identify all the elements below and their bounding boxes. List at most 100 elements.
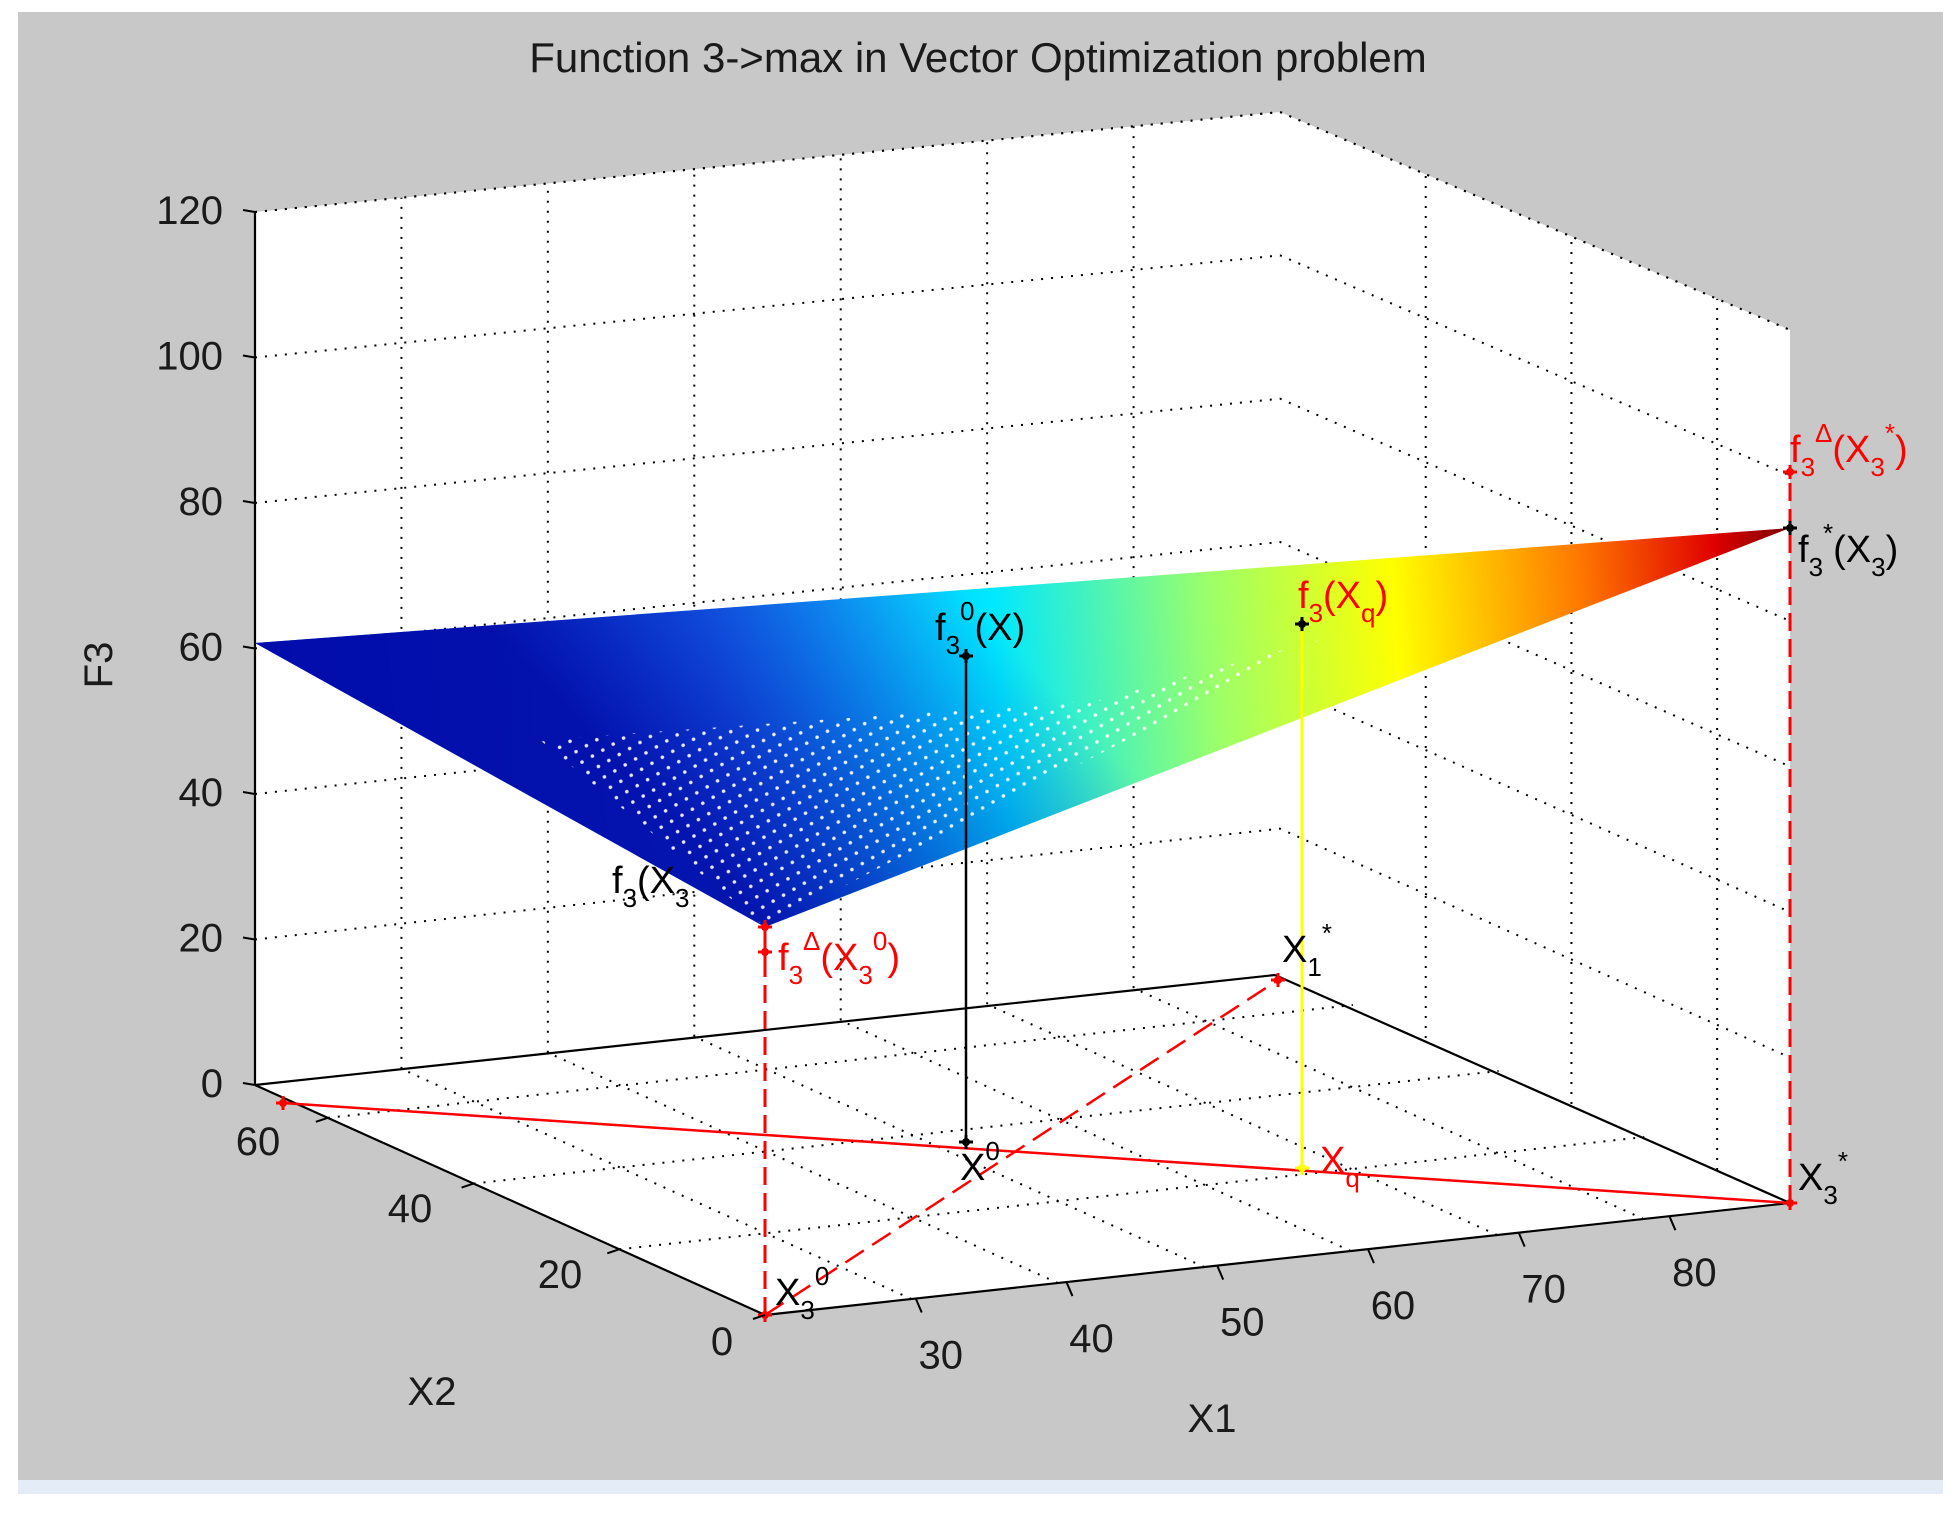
label-f3-x3star-main: f [1798, 529, 1809, 571]
label-xq: Xq [1320, 1140, 1360, 1193]
label-f3-x0-close: ) [1013, 607, 1026, 649]
label-xq-sub: q [1345, 1163, 1359, 1193]
floor-plane [255, 972, 1790, 1315]
back-wall-left [255, 112, 1280, 1085]
label-f3-x30-sub: 3 [623, 883, 637, 913]
back-floor-edge [254, 973, 1276, 1087]
label-f3-x30-rest: (X [637, 860, 675, 902]
x2-axis-label: X2 [408, 1370, 457, 1414]
label-f3-xq: f3(Xq) [1298, 575, 1388, 628]
x2-tick-label: 20 [538, 1253, 583, 1297]
z-tick-label: 0 [201, 1062, 223, 1106]
label-x0-sup: 0 [985, 1136, 999, 1166]
x2-axis-line [254, 1083, 766, 1317]
floor-gridline-x2 [473, 1070, 1499, 1185]
x1-tick-label: 50 [1220, 1301, 1265, 1345]
x1-tick-label: 70 [1521, 1268, 1566, 1312]
label-f3-xq-rest: (X [1323, 575, 1361, 617]
x1-tick-label: 30 [918, 1334, 963, 1378]
label-f3delta-x3star-sup2: * [1885, 418, 1895, 448]
label-f3-x3star-close: ) [1886, 529, 1899, 571]
x2-tick [752, 1314, 766, 1320]
label-f3delta-x30-close: ) [887, 937, 900, 979]
label-f3delta-x3star-sub2: 3 [1870, 452, 1884, 482]
x1-tick [1065, 1281, 1074, 1297]
marker-x0-dot [962, 1138, 970, 1146]
label-x3star: X3* [1798, 1146, 1848, 1210]
label-x30: X30 [775, 1261, 829, 1325]
z-tick-label: 20 [179, 917, 224, 961]
marker-xq-dot [1298, 1164, 1306, 1172]
label-x1star-sub: 1 [1307, 952, 1321, 982]
label-f3-x3star-rest: (X [1833, 529, 1871, 571]
x1-tick-label: 40 [1069, 1317, 1114, 1361]
marker-f3-x0-dot [962, 652, 970, 660]
label-xq-main: X [1320, 1140, 1345, 1182]
label-f3-x0: f30(X) [935, 596, 1025, 660]
marker-f3delta-x30-dot [761, 948, 769, 956]
annotations: f30(X)f3(Xq)f3(X3f3*(X3)f3Δ(X30)f3Δ(X3*)… [612, 418, 1908, 1325]
chart-title: Function 3->max in Vector Optimization p… [529, 34, 1427, 81]
label-f3delta-x30-sup: Δ [803, 926, 820, 956]
z-tick-label: 60 [179, 626, 224, 670]
label-f3-x30-sub2: 3 [675, 883, 689, 913]
label-f3delta-x30: f3Δ(X30) [778, 926, 900, 990]
label-f3-x30-main: f [612, 860, 623, 902]
bottom-strip [18, 1480, 1943, 1494]
x2-tick-label: 40 [388, 1187, 433, 1231]
constraint-line-solid [282, 1101, 1791, 1205]
z-gridline [254, 827, 1791, 1059]
z-tick [242, 354, 256, 359]
label-f3-x30: f3(X3 [612, 860, 690, 913]
label-f3delta-x30-sub2: 3 [858, 960, 872, 990]
label-f3delta-x30-sup2: 0 [873, 926, 887, 956]
z-tick [242, 1082, 256, 1086]
label-f3delta-x3star-main: f [1790, 429, 1801, 471]
z-tick-label: 40 [179, 771, 224, 815]
label-f3delta-x3star-sub: 3 [1801, 452, 1815, 482]
z-tick-label: 80 [179, 480, 224, 524]
reference-lines [276, 465, 1797, 1322]
label-f3-x0-sup: 0 [960, 596, 974, 626]
back-wall-right [1280, 112, 1790, 1203]
x2-tick-label: 0 [711, 1320, 733, 1364]
label-x3star-sub: 3 [1823, 1180, 1837, 1210]
x1-tick [1668, 1215, 1677, 1231]
z-tick [242, 791, 256, 795]
label-f3delta-x3star-close: ) [1895, 429, 1908, 471]
label-f3-x3star-sub: 3 [1809, 552, 1823, 582]
z-tick [242, 500, 256, 504]
z-axis-label: F3 [77, 642, 121, 689]
x1-axis-line [764, 1201, 1791, 1317]
z-tick [242, 645, 256, 650]
x2-tick [315, 1116, 329, 1123]
label-x0: X0 [960, 1136, 1000, 1189]
x1-tick [1367, 1248, 1375, 1264]
right-floor-edge [1274, 973, 1791, 1205]
z-tick-label: 120 [156, 189, 223, 233]
x1-axis-label: X1 [1188, 1397, 1237, 1441]
label-x30-sup: 0 [815, 1261, 829, 1291]
label-f3-x3star-sup: * [1823, 518, 1833, 548]
x2-tick [606, 1248, 620, 1255]
label-f3-xq-sub: 3 [1309, 598, 1323, 628]
label-f3delta-x3star-sup: Δ [1815, 418, 1832, 448]
z-tick-label: 100 [156, 335, 223, 379]
label-x1star: X1* [1282, 918, 1332, 982]
label-x1star-sup: * [1322, 918, 1332, 948]
label-f3delta-x3star: f3Δ(X3*) [1790, 418, 1908, 482]
label-f3-x0-main: f [935, 607, 946, 649]
marker-f3-x30-dot [761, 923, 769, 931]
label-f3-xq-close: ) [1376, 575, 1389, 617]
label-x30-main: X [775, 1272, 800, 1314]
marker-f3delta-x3star-dot [1786, 468, 1794, 476]
label-f3-x3star: f3*(X3) [1798, 518, 1898, 582]
floor-gridline-x2 [619, 1136, 1645, 1251]
label-x3star-sup: * [1838, 1146, 1848, 1176]
x1-tick [1517, 1232, 1526, 1248]
z-gridline [254, 254, 1791, 477]
marker-x1star-dot [1274, 976, 1282, 984]
constraint-line-dashed [764, 978, 1279, 1317]
